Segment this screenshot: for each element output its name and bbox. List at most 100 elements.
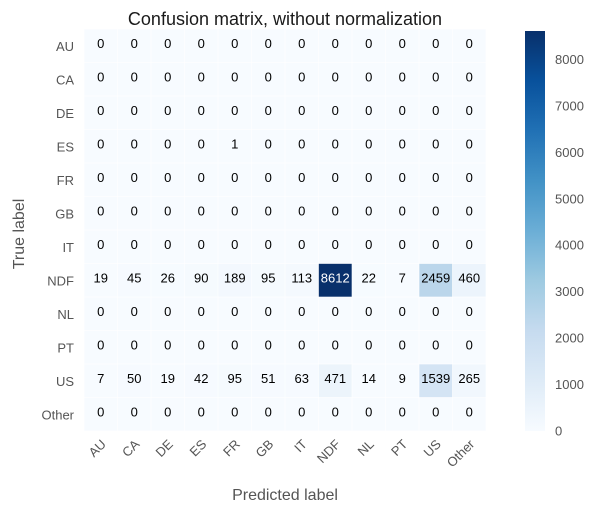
- heatmap-cell: [452, 196, 486, 230]
- heatmap-cell: [151, 96, 185, 130]
- cell-value-label: 0: [432, 103, 439, 118]
- heatmap-cell: [318, 330, 352, 364]
- heatmap-cell: [218, 364, 252, 398]
- heatmap-cell: [218, 330, 252, 364]
- cell-value-label: 19: [94, 271, 108, 286]
- cell-value-label: 0: [399, 36, 406, 51]
- cell-value-label: 0: [466, 405, 473, 420]
- heatmap-cells: [84, 29, 486, 431]
- cell-value-label: 95: [261, 271, 275, 286]
- heatmap-cell: [419, 129, 453, 163]
- heatmap-cell: [117, 163, 151, 197]
- cell-value-label: 0: [298, 70, 305, 85]
- cell-value-label: 0: [164, 70, 171, 85]
- heatmap-cell: [84, 129, 118, 163]
- cell-value-label: 0: [466, 170, 473, 185]
- cell-value-label: 14: [362, 371, 376, 386]
- cell-value-label: 0: [265, 405, 272, 420]
- cell-value-label: 0: [164, 36, 171, 51]
- heatmap-cell: [117, 297, 151, 331]
- y-tick-label: US: [56, 374, 74, 389]
- heatmap-cell: [352, 129, 386, 163]
- cell-value-label: 0: [298, 237, 305, 252]
- heatmap-cell: [117, 397, 151, 431]
- cell-value-label: 0: [265, 70, 272, 85]
- colorbar-gradient: [525, 31, 545, 431]
- cell-value-label: 63: [295, 371, 309, 386]
- heatmap-cell: [318, 29, 352, 63]
- heatmap-cell: [385, 62, 419, 96]
- heatmap-cell: [285, 397, 319, 431]
- cell-value-label: 26: [161, 271, 175, 286]
- heatmap-cell: [251, 96, 285, 130]
- heatmap-grid: [83, 28, 487, 432]
- cell-value-label: 0: [298, 304, 305, 319]
- heatmap-cell: [184, 230, 218, 264]
- heatmap-cell: [251, 364, 285, 398]
- x-tick-label: GB: [252, 437, 276, 461]
- heatmap-cell: [318, 397, 352, 431]
- colorbar-tick-label: 7000: [555, 98, 584, 113]
- cell-value-label: 0: [298, 36, 305, 51]
- cell-value-label: 0: [432, 36, 439, 51]
- heatmap-cell: [84, 397, 118, 431]
- heatmap-cell: [285, 96, 319, 130]
- heatmap-cell: [419, 297, 453, 331]
- heatmap-cell: [251, 397, 285, 431]
- chart-title: Confusion matrix, without normalization: [128, 9, 442, 29]
- cell-value-label: 0: [231, 70, 238, 85]
- cell-value-label: 0: [332, 237, 339, 252]
- cell-value-label: 0: [97, 237, 104, 252]
- heatmap-cell: [84, 96, 118, 130]
- x-tick-label: NL: [355, 437, 377, 459]
- heatmap-cell: [452, 397, 486, 431]
- heatmap-cell: [251, 29, 285, 63]
- heatmap-cell: [385, 163, 419, 197]
- heatmap-cell: [151, 129, 185, 163]
- cell-value-label: 0: [164, 405, 171, 420]
- heatmap-cell: [184, 330, 218, 364]
- heatmap-cell: [251, 263, 285, 297]
- cell-value-label: 0: [332, 170, 339, 185]
- cell-value-label: 0: [365, 137, 372, 152]
- heatmap-cell: [251, 297, 285, 331]
- heatmap-cell: [452, 297, 486, 331]
- heatmap-cell: [285, 297, 319, 331]
- heatmap-cell: [84, 196, 118, 230]
- heatmap-cell: [285, 263, 319, 297]
- cell-value-label: 0: [365, 405, 372, 420]
- heatmap-cell: [184, 29, 218, 63]
- heatmap-cell: [452, 364, 486, 398]
- heatmap-cell: [385, 96, 419, 130]
- heatmap-cell: [218, 230, 252, 264]
- heatmap-cell: [84, 29, 118, 63]
- heatmap-cell: [117, 196, 151, 230]
- cell-value-label: 0: [466, 338, 473, 353]
- heatmap-cell: [151, 230, 185, 264]
- cell-value-label: 0: [231, 237, 238, 252]
- heatmap-cell: [251, 330, 285, 364]
- cell-value-label: 0: [198, 204, 205, 219]
- cell-value-label: 0: [97, 36, 104, 51]
- cell-value-label: 0: [432, 405, 439, 420]
- cell-value-label: 0: [399, 137, 406, 152]
- heatmap-cell: [184, 297, 218, 331]
- cell-value-label: 0: [97, 170, 104, 185]
- cell-value-label: 0: [198, 304, 205, 319]
- cell-value-label: 0: [432, 137, 439, 152]
- cell-value-label: 0: [265, 137, 272, 152]
- cell-value-label: 471: [324, 371, 346, 386]
- heatmap-cell: [151, 29, 185, 63]
- heatmap-cell: [419, 364, 453, 398]
- colorbar-tick-label: 1000: [555, 377, 584, 392]
- cell-value-label: 0: [399, 237, 406, 252]
- cell-value-label: 0: [265, 170, 272, 185]
- colorbar-tick-label: 3000: [555, 284, 584, 299]
- heatmap-cell: [84, 364, 118, 398]
- cell-value-label: 0: [298, 103, 305, 118]
- heatmap-cell: [151, 330, 185, 364]
- cell-value-label: 0: [399, 338, 406, 353]
- heatmap-cell: [419, 62, 453, 96]
- heatmap-cell: [352, 96, 386, 130]
- cell-value-label: 2459: [421, 271, 450, 286]
